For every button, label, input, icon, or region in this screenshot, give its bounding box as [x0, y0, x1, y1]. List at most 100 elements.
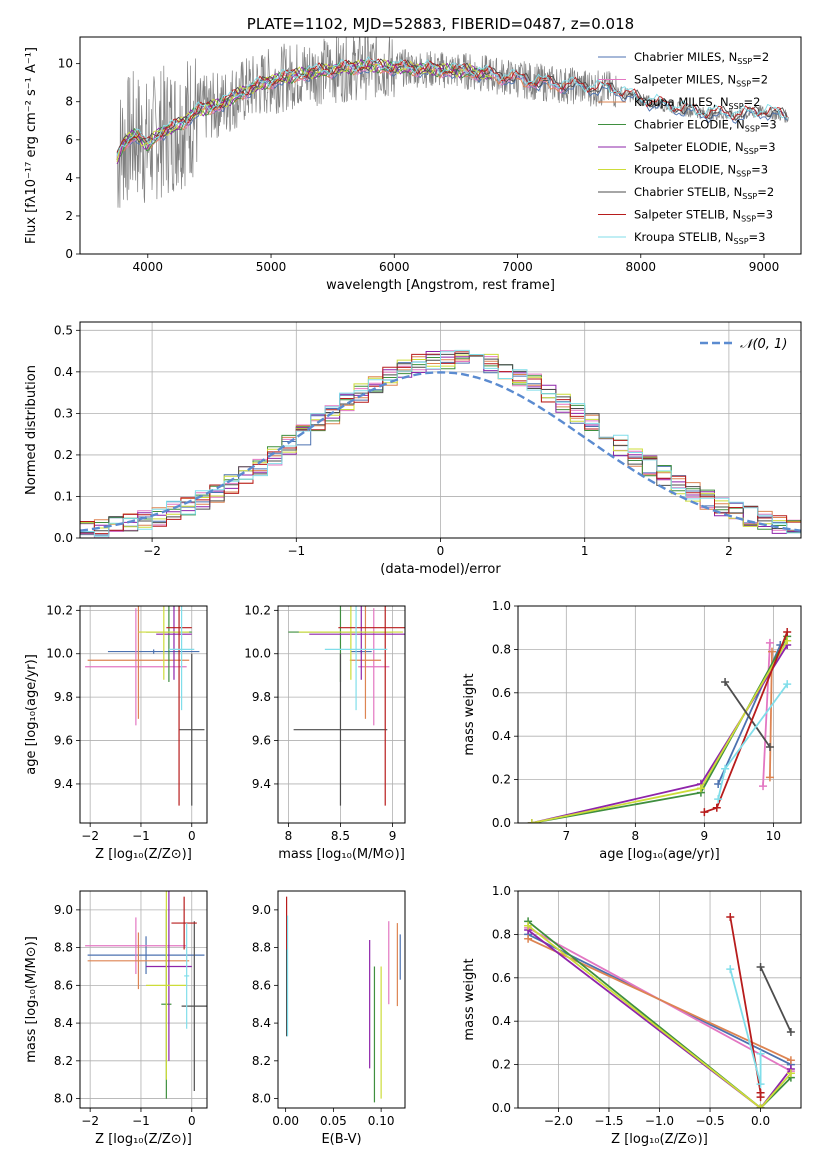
plot-area-residuals: [80, 322, 801, 538]
x-tick-label: −1: [287, 544, 305, 558]
y-tick-label: 8.6: [252, 978, 271, 992]
y-axis-label: mass weight: [462, 958, 477, 1040]
x-axis-label: mass [log₁₀(M/M⊙)]: [278, 847, 405, 862]
errorbar-chabrier-stelib: [181, 921, 207, 1092]
model-line-chabrier-elodie: [116, 59, 492, 161]
y-tick-label: 0.1: [54, 489, 73, 503]
y-tick-label: 0.0: [54, 531, 73, 545]
weight-marker-kroupa-stelib: [726, 965, 735, 974]
legend-text: Salpeter MILES, N: [634, 73, 736, 87]
legend-suffix: =3: [759, 140, 776, 154]
x-tick-label: −2: [81, 1114, 99, 1128]
legend-sub: SSP: [745, 125, 760, 134]
errorbar-chabrier-miles: [107, 649, 200, 654]
axes-frame: [277, 605, 406, 824]
legend-suffix: =3: [749, 230, 766, 244]
y-tick-label: 9.8: [54, 690, 73, 704]
weight-line-chabrier-elodie: [527, 920, 792, 1108]
y-tick-label: 0.4: [492, 1014, 511, 1028]
weight-marker-kroupa-stelib: [721, 764, 730, 773]
histogram-kroupa-stelib: [80, 349, 801, 537]
weight-marker-kroupa-stelib: [756, 1049, 765, 1058]
model-line-kroupa-stelib: [116, 56, 788, 157]
weight-line-kroupa-elodie: [527, 924, 792, 1108]
y-tick-label: 6: [65, 133, 73, 147]
x-tick-label: −0.5: [695, 1114, 724, 1128]
x-tick-label: 8: [285, 829, 293, 843]
y-tick-label: 10: [58, 57, 73, 71]
errorbar-salpeter-stelib: [171, 896, 197, 950]
legend-sub: SSP: [742, 192, 757, 201]
weight-line-chabrier-stelib: [724, 681, 771, 748]
y-tick-label: 9.6: [252, 734, 271, 748]
y-tick-label: 0.2: [54, 448, 73, 462]
x-tick-label: −2: [81, 829, 99, 843]
weight-marker-chabrier-stelib: [756, 962, 765, 971]
legend-label: Salpeter ELODIE, NSSP=3: [634, 140, 776, 156]
legend-suffix: =2: [744, 95, 761, 109]
weight-marker-kroupa-elodie: [527, 819, 536, 823]
errorbar-kroupa-miles: [87, 932, 190, 990]
x-tick-label: 6000: [379, 260, 410, 274]
y-axis-label: mass [log₁₀(M/M⊙)]: [24, 936, 39, 1063]
y-tick-label: 8.8: [252, 941, 271, 955]
legend-text: Kroupa MILES, N: [634, 95, 729, 109]
errorbar-kroupa-elodie: [138, 606, 190, 680]
x-tick-label: −1.0: [645, 1114, 674, 1128]
legend-label: Kroupa ELODIE, NSSP=3: [634, 163, 768, 179]
legend-suffix: =2: [757, 185, 774, 199]
x-tick-label: 2: [725, 544, 733, 558]
x-tick-label: −2: [143, 544, 161, 558]
y-tick-label: 8.0: [54, 1092, 73, 1106]
y-tick-label: 8.4: [252, 1016, 271, 1030]
plot-area-weight-vs-Z: [518, 891, 801, 1108]
y-tick-label: 0.8: [492, 642, 511, 656]
errorbar-salpeter-miles: [85, 917, 187, 975]
y-axis-label: Normed distribution: [24, 365, 39, 495]
y-tick-label: 0.8: [492, 927, 511, 941]
legend-suffix: =2: [751, 73, 768, 87]
x-axis-label: (data-model)/error: [380, 562, 501, 577]
weight-marker-salpeter-stelib: [700, 808, 709, 817]
weight-marker-kroupa-miles: [524, 934, 533, 943]
legend-text: Salpeter ELODIE, N: [634, 140, 744, 154]
y-tick-label: 0.2: [492, 773, 511, 787]
legend-sub: SSP: [737, 57, 752, 66]
legend-sub: SSP: [736, 80, 751, 89]
x-tick-label: 9: [701, 829, 709, 843]
y-tick-label: 0.3: [54, 406, 73, 420]
model-line-salpeter-stelib: [116, 58, 788, 153]
weight-marker-salpeter-miles: [759, 782, 768, 791]
plot-area-age-vs-mass: [278, 606, 405, 823]
x-tick-label: 10: [766, 829, 781, 843]
y-tick-label: 10.2: [46, 603, 73, 617]
y-tick-label: 2: [65, 209, 73, 223]
legend-sub: SSP: [729, 102, 744, 111]
x-tick-label: 7: [562, 829, 570, 843]
y-tick-label: 0.0: [492, 816, 511, 830]
legend-text: Salpeter STELIB, N: [634, 208, 741, 222]
y-tick-label: 10.2: [244, 603, 271, 617]
y-tick-label: 9.0: [252, 903, 271, 917]
errorbar-salpeter-stelib: [166, 606, 192, 806]
y-tick-label: 0.4: [54, 365, 73, 379]
weight-marker-kroupa-stelib: [783, 680, 792, 689]
chart-title: PLATE=1102, MJD=52883, FIBERID=0487, z=0…: [247, 15, 634, 33]
weight-marker-salpeter-miles: [765, 638, 774, 647]
y-tick-label: 8.6: [54, 978, 73, 992]
axes-frame: [79, 36, 802, 255]
y-tick-label: 10.0: [46, 647, 73, 661]
weight-marker-kroupa-elodie: [756, 1104, 765, 1108]
weight-line-kroupa-stelib: [729, 968, 762, 1085]
errorbar-kroupa-stelib: [324, 606, 388, 711]
axes-frame: [517, 890, 802, 1109]
weight-marker-kroupa-miles: [786, 1056, 795, 1065]
legend-sub: SSP: [736, 170, 751, 179]
x-tick-label: 0: [437, 544, 445, 558]
errorbar-kroupa-miles: [87, 606, 190, 719]
errorbar-chabrier-miles: [87, 936, 205, 975]
axes-frame: [517, 605, 802, 824]
y-tick-label: 8: [65, 95, 73, 109]
